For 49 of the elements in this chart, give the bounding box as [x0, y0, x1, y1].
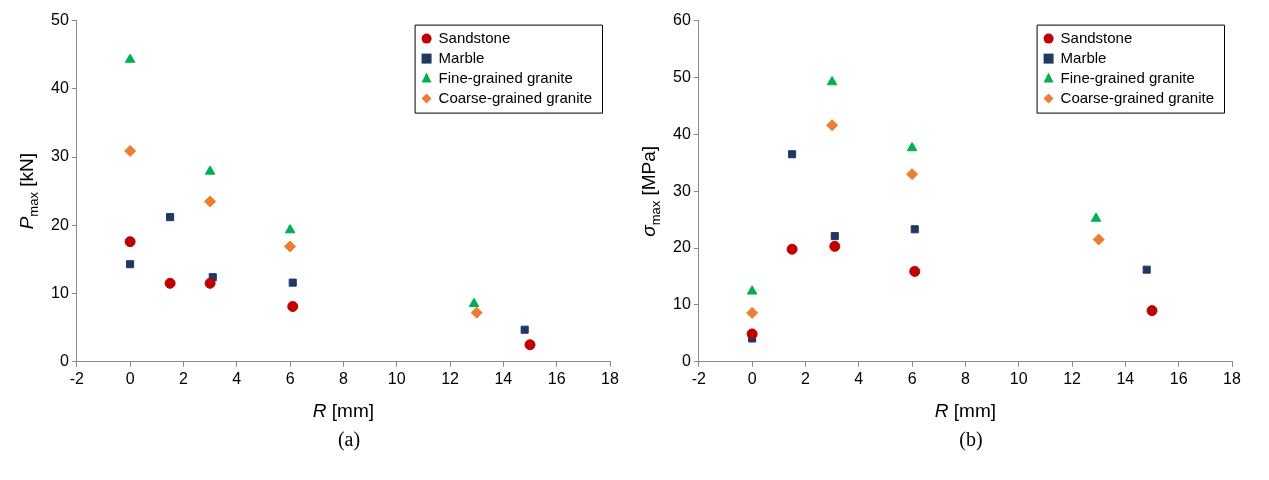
- x-tick-label: -2: [69, 369, 85, 387]
- x-tick-label: 12: [441, 369, 460, 387]
- y-axis-title: Pmax [kN]: [16, 153, 41, 230]
- x-tick-label: 8: [338, 369, 348, 387]
- y-tick-label: 30: [673, 181, 691, 199]
- x-tick-label: 6: [907, 369, 917, 387]
- x-tick-label: 10: [1009, 369, 1028, 387]
- legend-label: Marble: [438, 48, 485, 66]
- legend-label: Coarse-grained granite: [438, 88, 592, 106]
- y-tick-label: 0: [59, 352, 69, 370]
- legend-label: Sandstone: [1060, 28, 1133, 46]
- x-tick-label: 4: [232, 369, 242, 387]
- y-tick-label: 60: [673, 11, 691, 29]
- x-tick-label: 0: [747, 369, 757, 387]
- x-tick-label: 18: [601, 369, 619, 387]
- x-axis-title: R [mm]: [934, 400, 997, 422]
- y-tick-label: 30: [51, 147, 69, 165]
- x-tick-label: 16: [1169, 369, 1188, 387]
- x-tick-label: 4: [854, 369, 864, 387]
- legend-label: Sandstone: [438, 28, 511, 46]
- y-tick-label: 10: [673, 295, 691, 313]
- y-axis-title: σmax [MPa]: [638, 145, 663, 237]
- x-tick-label: 14: [494, 369, 513, 387]
- text: (a): [336, 428, 362, 451]
- legend-label: Coarse-grained granite: [1060, 88, 1214, 106]
- y-tick-label: 40: [673, 124, 691, 142]
- y-tick-label: 20: [51, 215, 69, 233]
- y-tick-label: 0: [681, 352, 691, 370]
- x-tick-label: 16: [547, 369, 566, 387]
- y-tick-label: 10: [51, 283, 69, 301]
- x-tick-label: 6: [285, 369, 295, 387]
- legend-label: Marble: [1060, 48, 1107, 66]
- x-tick-label: 0: [125, 369, 135, 387]
- x-tick-label: 18: [1223, 369, 1241, 387]
- y-tick-label: 20: [673, 238, 691, 256]
- x-tick-label: 8: [960, 369, 970, 387]
- x-tick-label: 10: [387, 369, 406, 387]
- y-tick-label: 40: [51, 79, 69, 97]
- x-tick-label: 2: [800, 369, 810, 387]
- x-axis-title: R [mm]: [312, 400, 375, 422]
- x-tick-label: 14: [1116, 369, 1135, 387]
- y-tick-label: 50: [51, 11, 69, 29]
- y-tick-label: 50: [673, 67, 691, 85]
- x-tick-label: 12: [1063, 369, 1082, 387]
- legend-label: Fine-grained granite: [1060, 68, 1195, 86]
- x-tick-label: -2: [691, 369, 707, 387]
- legend-label: Fine-grained granite: [438, 68, 573, 86]
- x-tick-label: 2: [178, 369, 188, 387]
- text: (b): [958, 428, 984, 451]
